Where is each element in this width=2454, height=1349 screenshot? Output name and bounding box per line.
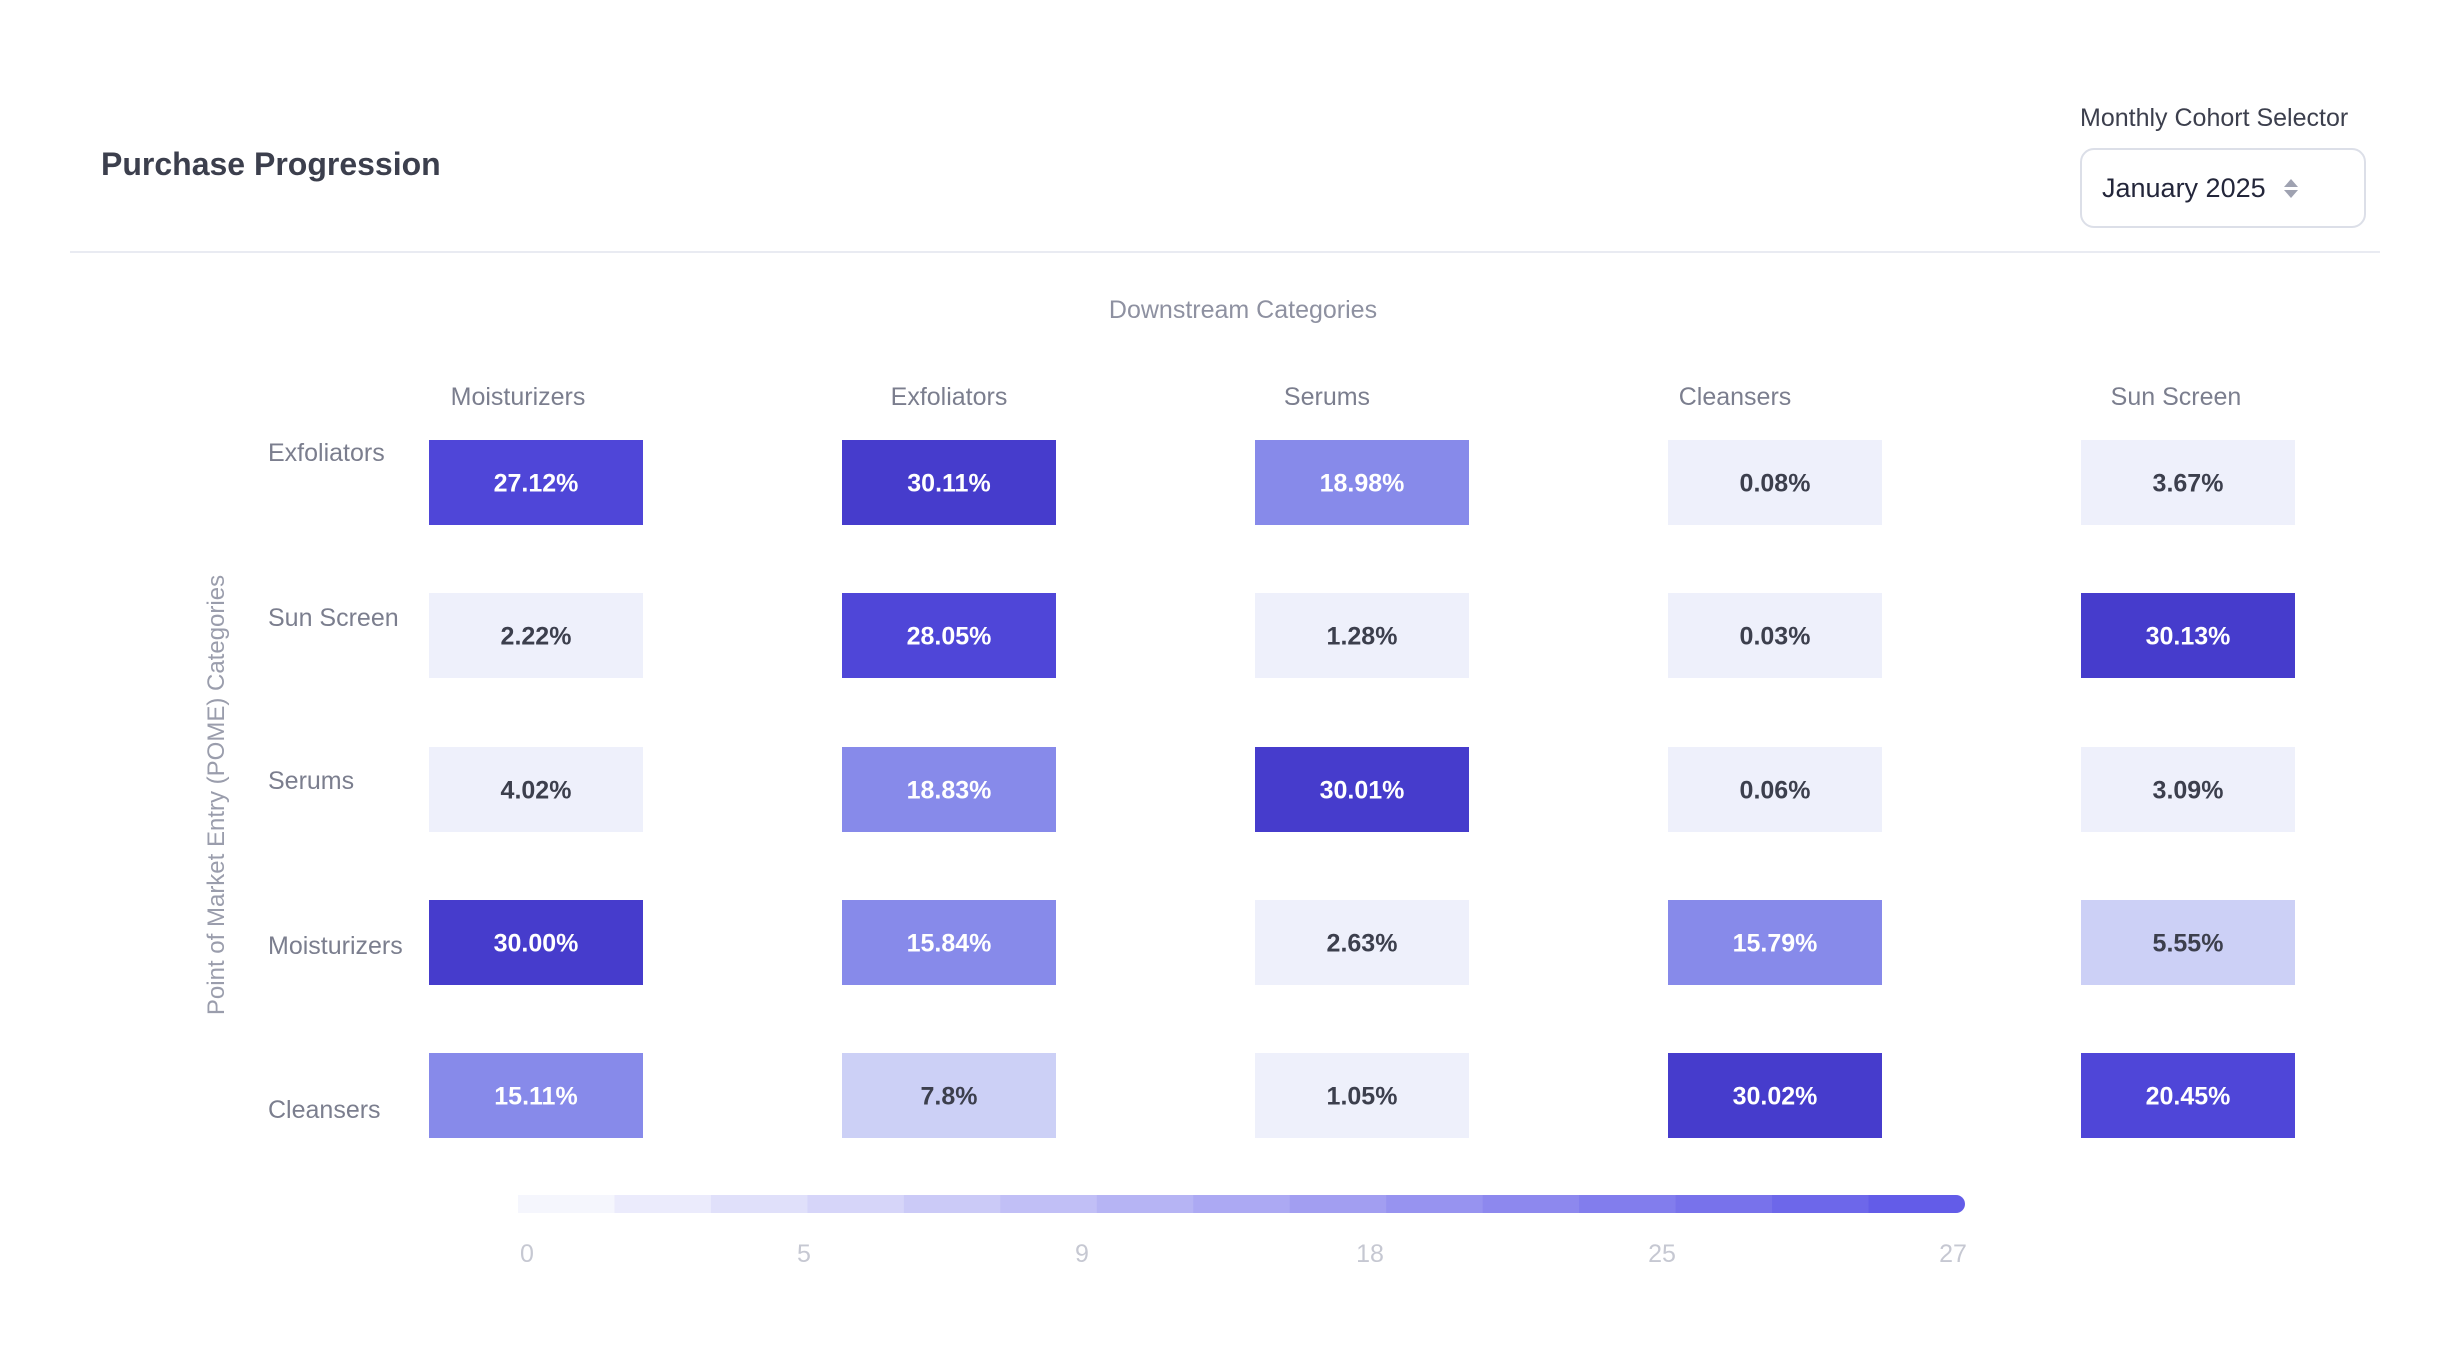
cohort-selector-value: January 2025 [2102,172,2266,203]
row-label: Serums [268,767,354,795]
legend-segment [1868,1195,1956,1213]
column-header: Exfoliators [891,383,1008,411]
cell-value-label: 28.05% [907,623,992,651]
legend-segment [1772,1195,1870,1213]
legend-segment [614,1195,712,1213]
legend-segment [1000,1195,1098,1213]
column-header: Moisturizers [451,383,586,411]
sort-arrows-icon [2283,178,2298,198]
legend-end-cap [1947,1195,1965,1213]
heatmap-cell [1668,593,1882,678]
heatmap-cell [842,440,1056,525]
heatmap-cell [842,593,1056,678]
heatmap-cell [429,440,643,525]
legend-segment [1289,1195,1387,1213]
cell-value-label: 1.28% [1327,623,1398,651]
legend-segment [1193,1195,1291,1213]
heatmap-cell [842,1053,1056,1138]
legend-segment [807,1195,905,1213]
header-divider [70,251,2380,253]
cohort-selector-label: Monthly Cohort Selector [2080,104,2349,132]
heatmap-cell [2081,1053,2295,1138]
legend-segment [903,1195,1001,1213]
legend-segment [1386,1195,1484,1213]
heatmap-cell [2081,900,2295,985]
cohort-selector[interactable]: January 2025 [2080,148,2366,228]
heatmap-cell [842,900,1056,985]
row-label: Exfoliators [268,439,385,467]
cell-value-label: 18.98% [1320,470,1405,498]
heatmap-cell [429,1053,643,1138]
heatmap-cell [1668,440,1882,525]
row-label: Cleansers [268,1096,381,1124]
heatmap-cell [2081,747,2295,832]
cell-value-label: 27.12% [494,470,579,498]
legend-tick-label: 25 [1648,1240,1676,1268]
cell-value-label: 30.02% [1733,1083,1818,1111]
heatmap-cell [1668,747,1882,832]
legend-segment [518,1195,615,1213]
cell-value-label: 5.55% [2153,930,2224,958]
cell-value-label: 1.05% [1327,1083,1398,1111]
heatmap-cell [2081,440,2295,525]
page-title: Purchase Progression [101,146,441,182]
cell-value-label: 0.06% [1740,777,1811,805]
legend-tick-label: 5 [797,1240,811,1268]
legend-segment [1675,1195,1773,1213]
cell-value-label: 2.63% [1327,930,1398,958]
cell-value-label: 15.79% [1733,930,1818,958]
cell-value-label: 3.67% [2153,470,2224,498]
column-header: Sun Screen [2111,383,2242,411]
cell-value-label: 30.13% [2146,623,2231,651]
legend-tick-label: 9 [1075,1240,1089,1268]
cell-value-label: 4.02% [501,777,572,805]
legend-tick-label: 0 [520,1240,534,1268]
heatmap-cell [1668,1053,1882,1138]
cell-value-label: 3.09% [2153,777,2224,805]
legend-tick-label: 18 [1356,1240,1384,1268]
heatmap-cell [1255,900,1469,985]
cell-value-label: 30.01% [1320,777,1405,805]
legend-segment [1579,1195,1677,1213]
heatmap-cell [429,747,643,832]
legend-segment [1482,1195,1580,1213]
x-axis-title: Downstream Categories [1109,296,1377,324]
row-label: Sun Screen [268,604,399,632]
cell-value-label: 30.11% [907,470,990,498]
column-header: Cleansers [1679,383,1792,411]
cell-value-label: 30.00% [494,930,579,958]
heatmap-cell [1255,440,1469,525]
legend-segment [1096,1195,1194,1213]
heatmap-cell [1255,1053,1469,1138]
heatmap-cell [429,593,643,678]
heatmap-cell [1255,747,1469,832]
cell-value-label: 0.03% [1740,623,1811,651]
heatmap-cell [842,747,1056,832]
cell-value-label: 18.83% [907,777,992,805]
heatmap-cell [1668,900,1882,985]
row-label: Moisturizers [268,932,403,960]
column-header: Serums [1284,383,1370,411]
cell-value-label: 20.45% [2146,1083,2231,1111]
legend-segment [710,1195,808,1213]
cell-value-label: 0.08% [1740,470,1811,498]
cell-value-label: 15.84% [907,930,992,958]
y-axis-title: Point of Market Entry (POME) Categories [203,575,230,1015]
legend-tick-label: 27 [1939,1240,1967,1268]
cell-value-label: 2.22% [501,623,572,651]
heatmap-cell [1255,593,1469,678]
heatmap-cell [2081,593,2295,678]
cell-value-label: 7.8% [921,1083,978,1111]
heatmap-cell [429,900,643,985]
cell-value-label: 15.11% [494,1083,577,1111]
